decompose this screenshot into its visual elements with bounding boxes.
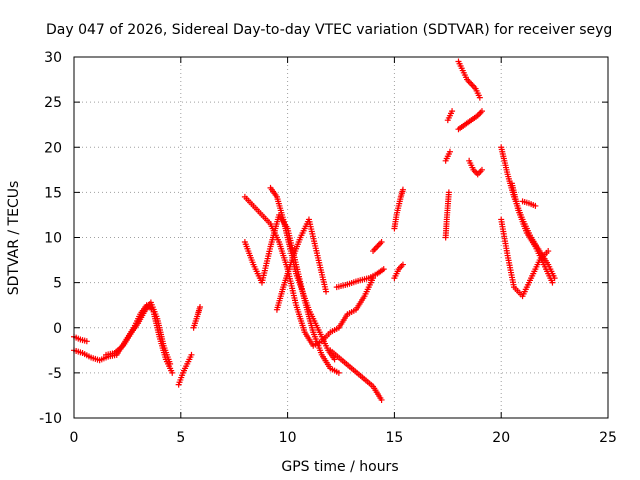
- plot-frame: [73, 56, 609, 419]
- data-point: [532, 202, 539, 209]
- x-tick-label: 5: [176, 430, 185, 446]
- y-tick-label: 25: [44, 95, 62, 111]
- y-tick-label: 30: [44, 50, 62, 66]
- data-point: [169, 369, 176, 376]
- data-point: [197, 303, 204, 310]
- data-point: [331, 356, 338, 363]
- x-tick-label: 25: [599, 430, 617, 446]
- data-point: [335, 369, 342, 376]
- series-arc23: [508, 180, 556, 286]
- y-tick-label: 0: [53, 321, 62, 337]
- data-point: [445, 189, 452, 196]
- data-point: [380, 266, 387, 273]
- y-tick-label: -10: [39, 411, 62, 427]
- series-arc13: [391, 186, 406, 232]
- data-point: [476, 94, 483, 101]
- series-arc15: [442, 189, 452, 241]
- y-tick-label: 20: [44, 140, 62, 156]
- tick-labels: 0 5 10 15 20 25 -10 -5 0 5 10 15 20 25 30: [39, 50, 617, 446]
- series-arc17: [444, 108, 456, 124]
- series-arc11: [333, 266, 387, 291]
- chart-title: Day 047 of 2026, Sidereal Day-to-day VTE…: [46, 22, 612, 38]
- series-arc16: [442, 148, 453, 164]
- grid: [74, 57, 608, 418]
- data-point: [83, 338, 90, 345]
- series-arc4: [175, 351, 195, 388]
- series-arc18: [455, 58, 483, 101]
- data-point: [378, 396, 385, 403]
- data-points: [71, 58, 558, 403]
- data-point: [549, 279, 556, 286]
- x-tick-label: 20: [492, 430, 510, 446]
- data-point: [188, 351, 195, 358]
- series-arc14: [391, 261, 406, 282]
- data-point: [378, 239, 385, 246]
- data-point: [323, 288, 330, 295]
- series-arc10: [327, 347, 385, 403]
- data-point: [446, 148, 453, 155]
- series-arc24: [519, 198, 539, 209]
- series-arc3: [103, 299, 174, 367]
- data-point: [399, 186, 406, 193]
- data-point: [449, 108, 456, 115]
- data-point: [478, 108, 485, 115]
- series-arc19: [455, 108, 485, 133]
- x-tick-label: 0: [70, 430, 79, 446]
- data-point: [399, 261, 406, 268]
- y-tick-label: 10: [44, 231, 62, 247]
- series-arc5: [190, 303, 204, 331]
- x-tick-label: 15: [385, 430, 403, 446]
- series-arc9: [273, 216, 330, 313]
- y-tick-label: -5: [48, 366, 62, 382]
- y-axis-title: SDTVAR / TECUs: [6, 181, 22, 296]
- series-arc7: [241, 211, 342, 376]
- y-tick-label: 5: [53, 276, 62, 292]
- series-arc22: [498, 216, 552, 300]
- data-point: [545, 248, 552, 255]
- data-point: [478, 166, 485, 173]
- data-point: [167, 360, 174, 367]
- series-arc8: [267, 184, 338, 363]
- x-tick-label: 10: [279, 430, 297, 446]
- y-tick-label: 15: [44, 185, 62, 201]
- x-axis-title: GPS time / hours: [281, 459, 398, 475]
- series-arc12: [370, 239, 385, 255]
- series-arc20: [466, 157, 485, 178]
